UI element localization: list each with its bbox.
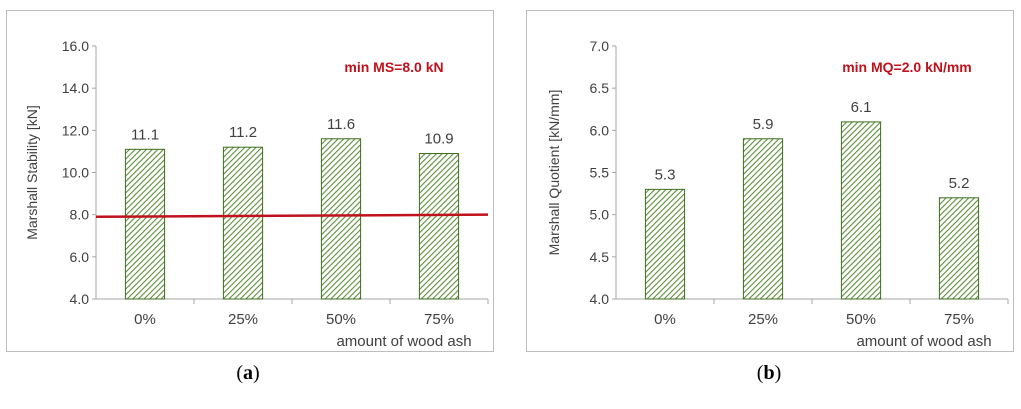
data-label: 5.3	[655, 166, 676, 183]
x-tick-label: 25%	[228, 311, 258, 328]
x-tick-label: 50%	[326, 311, 356, 328]
min-annotation: min MS=8.0 kN	[344, 59, 443, 75]
y-tick-label: 4.0	[590, 291, 610, 307]
min-reference-line	[95, 213, 489, 219]
data-label: 6.1	[851, 99, 872, 116]
y-tick-label: 7.0	[590, 38, 610, 54]
data-label: 11.2	[229, 124, 257, 141]
x-tick-label: 25%	[748, 311, 778, 328]
data-label: 11.6	[327, 116, 355, 133]
bar	[320, 138, 362, 300]
y-tick-label: 6.0	[70, 249, 90, 265]
y-tick-label: 6.5	[590, 80, 610, 96]
y-tick-label: 14.0	[62, 80, 89, 96]
data-label: 5.9	[753, 116, 774, 133]
chart-panel-marshall-stability: 4.0 6.0 8.0 10.0 12.0 14.0 16.0 11.1 0% 11.2 25% 11…	[6, 10, 494, 352]
x-tick-label: 75%	[424, 311, 454, 328]
bar	[418, 153, 460, 300]
x-axis-label: amount of wood ash	[856, 333, 991, 350]
y-tick-label: 8.0	[70, 207, 90, 223]
y-tick-label: 10.0	[62, 165, 89, 181]
y-tick-label: 5.0	[590, 207, 610, 223]
chart-panel-marshall-quotient: 4.0 4.5 5.0 5.5 6.0 6.5 7.0 5.3 0% 5.9 25% 6.1 50% 5.…	[526, 10, 1014, 352]
x-tick-label: 75%	[944, 311, 974, 328]
y-tick-label: 12.0	[62, 122, 89, 138]
bar	[938, 197, 980, 300]
caption-b: (b)	[756, 362, 782, 384]
marshall-stability-chart: 4.0 6.0 8.0 10.0 12.0 14.0 16.0 11.1 0% 11.2 25% 11…	[24, 38, 489, 350]
caption-a: (a)	[236, 362, 260, 384]
y-axis-label: Marshall Quotient [kN/mm]	[546, 90, 562, 256]
y-tick-label: 4.5	[590, 249, 610, 265]
min-annotation: min MQ=2.0 kN/mm	[842, 59, 972, 75]
x-tick-label: 0%	[654, 311, 676, 328]
data-label: 5.2	[949, 175, 970, 192]
y-tick-label: 16.0	[62, 38, 89, 54]
data-label: 10.9	[424, 131, 453, 148]
y-tick-label: 6.0	[590, 122, 610, 138]
y-tick-label: 5.5	[590, 165, 610, 181]
x-axis-label: amount of wood ash	[336, 333, 471, 350]
y-axis-label: Marshall Stability [kN]	[24, 105, 40, 240]
bar	[742, 138, 784, 300]
marshall-quotient-chart: 4.0 4.5 5.0 5.5 6.0 6.5 7.0 5.3 0% 5.9 25% 6.1 50% 5.…	[546, 38, 1009, 350]
bar	[124, 148, 166, 300]
bar	[644, 188, 686, 300]
y-tick-label: 4.0	[70, 291, 90, 307]
bar	[840, 121, 882, 300]
x-tick-label: 50%	[846, 311, 876, 328]
x-tick-label: 0%	[134, 311, 156, 328]
data-label: 11.1	[131, 126, 159, 143]
bar	[222, 146, 264, 300]
